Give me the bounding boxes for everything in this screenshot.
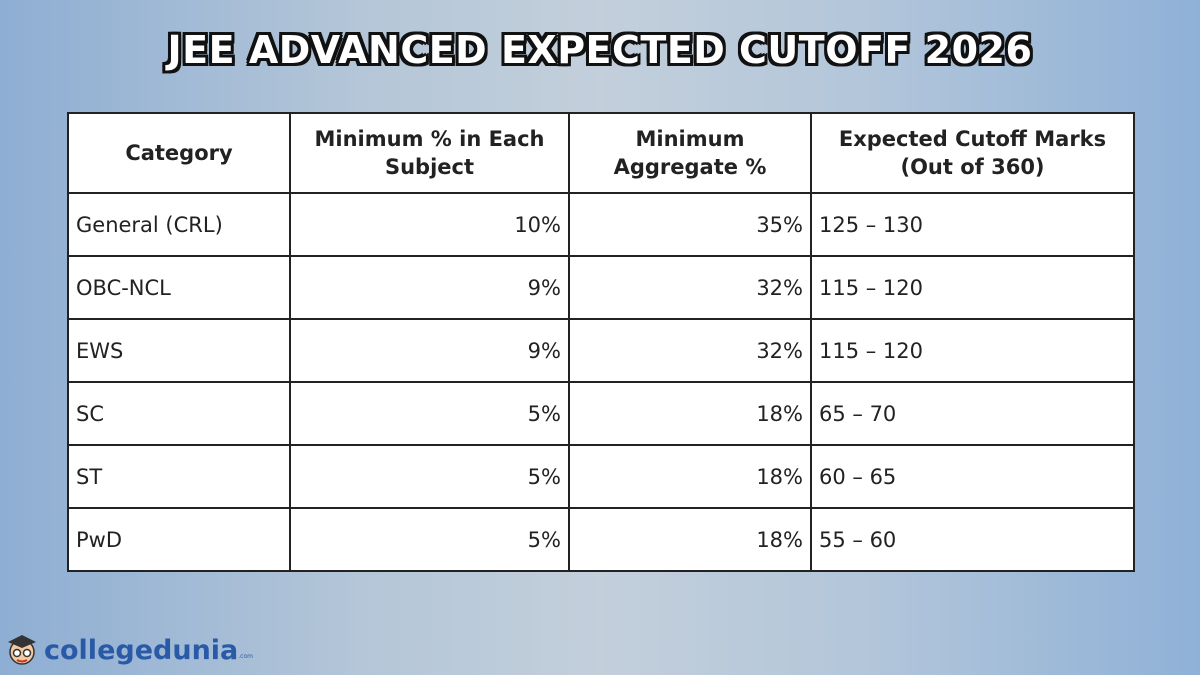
table-row: PwD 5% 18% 55 – 60 — [67, 507, 1135, 572]
header-cell: Expected Cutoff Marks (Out of 360) — [810, 112, 1135, 194]
table-cell: 18% — [568, 444, 812, 509]
table-cell: 5% — [289, 381, 570, 446]
table-cell: 35% — [568, 192, 812, 257]
table-cell: 18% — [568, 507, 812, 572]
table-cell: 5% — [289, 507, 570, 572]
table-cell: 5% — [289, 444, 570, 509]
table-row: OBC-NCL 9% 32% 115 – 120 — [67, 255, 1135, 320]
table-cell: OBC-NCL — [67, 255, 291, 320]
header-row: Category Minimum % in Each Subject Minimum… — [67, 112, 1135, 194]
table-cell: 9% — [289, 255, 570, 320]
header-cell: Minimum Aggregate % — [568, 112, 812, 194]
table-cell: 60 – 65 — [810, 444, 1135, 509]
table-cell: SC — [67, 381, 291, 446]
table-cell: PwD — [67, 507, 291, 572]
header-cell: Minimum % in Each Subject — [289, 112, 570, 194]
table-cell: 115 – 120 — [810, 318, 1135, 383]
table-cell: ST — [67, 444, 291, 509]
table-cell: EWS — [67, 318, 291, 383]
table-row: General (CRL) 10% 35% 125 – 130 — [67, 192, 1135, 257]
logo: collegedunia .com — [4, 632, 253, 668]
logo-suffix: .com — [238, 653, 253, 660]
table-cell: 32% — [568, 255, 812, 320]
table-row: SC 5% 18% 65 – 70 — [67, 381, 1135, 446]
table-cell: 18% — [568, 381, 812, 446]
table-cell: 115 – 120 — [810, 255, 1135, 320]
title: JEE ADVANCED EXPECTED CUTOFF 2026 — [167, 28, 1033, 72]
logo-name: collegedunia — [44, 634, 239, 666]
table-cell: 10% — [289, 192, 570, 257]
table-cell: 9% — [289, 318, 570, 383]
table-cell: 55 – 60 — [810, 507, 1135, 572]
table-row: EWS 9% 32% 115 – 120 — [67, 318, 1135, 383]
table-cell: 65 – 70 — [810, 381, 1135, 446]
logo-icon — [8, 635, 36, 665]
header-cell: Category — [67, 112, 291, 194]
cutoff-table: Category Minimum % in Each Subject Minimum… — [67, 112, 1135, 572]
table-cell: 32% — [568, 318, 812, 383]
table-cell: 125 – 130 — [810, 192, 1135, 257]
table-row: ST 5% 18% 60 – 65 — [67, 444, 1135, 509]
table-cell: General (CRL) — [67, 192, 291, 257]
table-body: General (CRL) 10% 35% 125 – 130 OBC-NCL 9% 32%… — [67, 192, 1135, 572]
